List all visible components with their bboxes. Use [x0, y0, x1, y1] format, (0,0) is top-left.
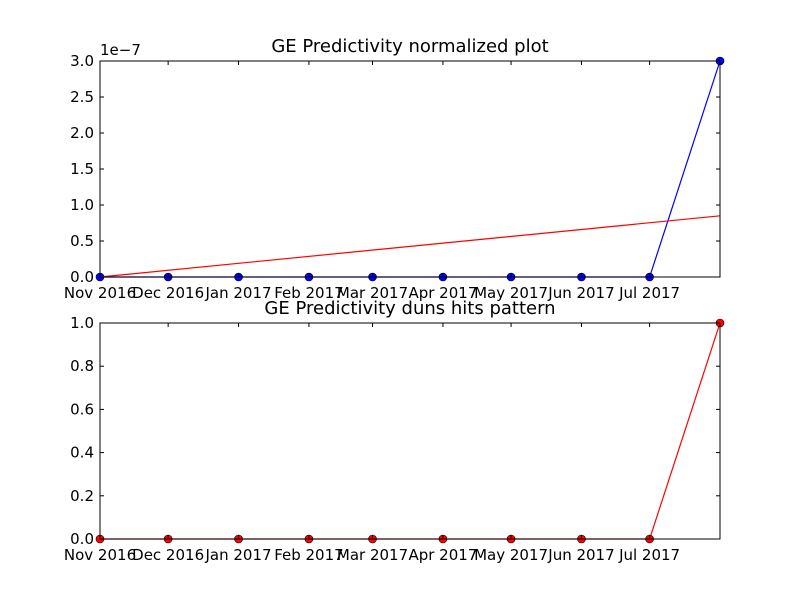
y-tick-label: 3.0 [70, 52, 94, 70]
x-tick-label: Jun 2017 [547, 284, 614, 302]
y-tick-label: 0.0 [70, 530, 94, 548]
normalized-plot: GE Predictivity normalized plot 1e−7 0.0… [64, 36, 725, 302]
x-tick-label: Feb 2017 [274, 546, 344, 564]
x-tick-label: Mar 2017 [337, 546, 408, 564]
chart-title: GE Predictivity normalized plot [271, 36, 548, 57]
plot-frame [99, 322, 721, 540]
y-tick-label: 0.4 [70, 444, 94, 462]
y-tick-label: 0.2 [70, 487, 94, 505]
x-tick-label: Mar 2017 [337, 284, 408, 302]
x-tick-label: May 2017 [474, 284, 548, 302]
series-layer [95, 318, 725, 544]
x-tick-label: Dec 2016 [132, 546, 204, 564]
y-tick-label: 0.5 [70, 232, 94, 250]
y-tick-label: 2.0 [70, 124, 94, 142]
series-line-0 [100, 60, 721, 278]
y-tick-label: 2.5 [70, 88, 94, 106]
x-tick-label: Dec 2016 [132, 284, 204, 302]
x-tick-label: May 2017 [474, 546, 548, 564]
series-line-0 [100, 322, 721, 540]
x-tick-label: Feb 2017 [274, 284, 344, 302]
y-tick-label: 0.8 [70, 357, 94, 375]
y-tick-label: 1.5 [70, 160, 94, 178]
y-tick-label: 0.6 [70, 400, 94, 418]
y-tick-label: 1.0 [70, 196, 94, 214]
x-tick-label: Jun 2017 [547, 546, 614, 564]
x-tick-label: Jul 2017 [618, 546, 680, 564]
x-tick-label: Nov 2016 [64, 546, 136, 564]
x-tick-label: Nov 2016 [64, 284, 136, 302]
plot-frame [99, 60, 721, 278]
series-line-1 [99, 215, 721, 278]
y-offset-label: 1e−7 [100, 41, 141, 59]
y-tick-label: 1.0 [70, 314, 94, 332]
x-tick-label: Jul 2017 [618, 284, 680, 302]
chart-title: GE Predictivity duns hits pattern [264, 298, 555, 319]
x-tick-label: Apr 2017 [408, 546, 477, 564]
series-layer [95, 56, 725, 282]
y-tick-label: 0.0 [70, 268, 94, 286]
duns-hits-pattern: GE Predictivity duns hits pattern 0.0 0.2… [64, 298, 725, 564]
x-tick-label: Apr 2017 [408, 284, 477, 302]
x-tick-label: Jan 2017 [204, 546, 271, 564]
x-tick-label: Jan 2017 [204, 284, 271, 302]
